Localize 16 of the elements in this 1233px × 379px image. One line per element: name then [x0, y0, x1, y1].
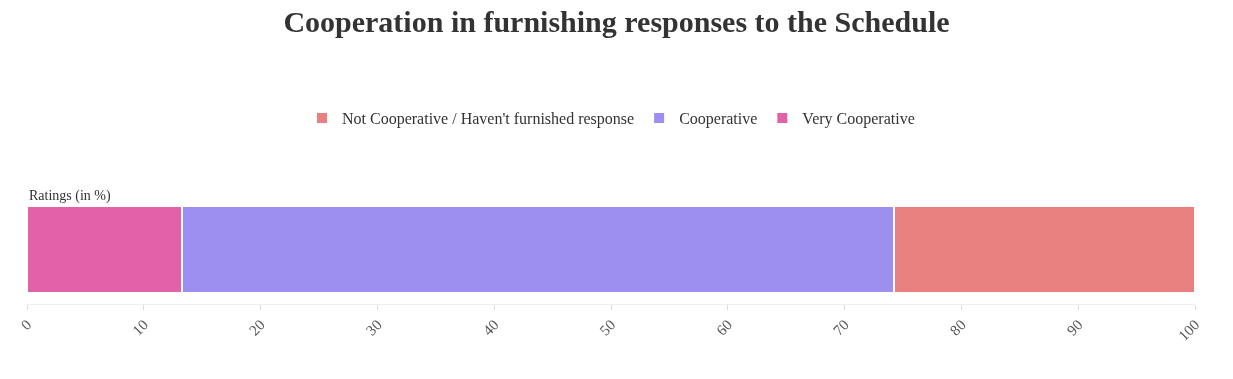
x-tick-label: 0	[17, 316, 35, 334]
y-tick-label: Ratings (in %)	[29, 188, 111, 204]
x-tick-label: 100	[1175, 316, 1203, 344]
x-tick-label: 60	[713, 316, 736, 339]
x-tick-label: 70	[830, 316, 853, 339]
x-tick-label: 10	[129, 316, 152, 339]
legend-label: Cooperative	[679, 110, 758, 129]
x-tick-label: 20	[246, 316, 269, 339]
legend-label: Not Cooperative / Haven't furnished response	[342, 110, 635, 129]
x-tick-label: 90	[1063, 316, 1086, 339]
x-tick-label: 40	[479, 316, 502, 339]
x-tick-label: 50	[596, 316, 619, 339]
legend-label: Very Cooperative	[802, 110, 915, 129]
chart-title: Cooperation in furnishing responses to the Schedule	[283, 5, 950, 39]
x-tick-label: 30	[362, 316, 385, 339]
x-tick-label: 80	[946, 316, 969, 339]
